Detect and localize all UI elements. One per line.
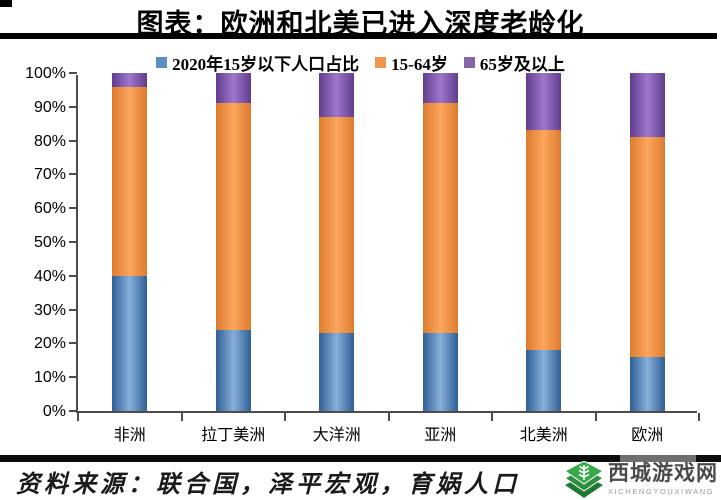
watermark-text: 西城游戏网 XICHENGYOUXIWANG <box>608 462 718 496</box>
y-axis-tick <box>69 105 77 108</box>
legend-label: 2020年15岁以下人口占比 <box>172 55 360 74</box>
bar-北美洲 <box>526 73 562 411</box>
bar-segment <box>319 73 355 117</box>
bar-非洲 <box>112 73 148 411</box>
y-axis-tick <box>69 274 77 277</box>
bar-segment <box>422 103 458 334</box>
legend-swatch-icon <box>463 57 475 68</box>
y-axis-tick <box>69 72 77 74</box>
x-axis-tick <box>594 413 597 421</box>
y-axis-label: 90% <box>33 98 66 116</box>
y-axis-label: 10% <box>33 369 66 387</box>
bar-segment <box>629 356 665 411</box>
x-axis-category-label: 大洋洲 <box>312 427 361 444</box>
bar-segment <box>112 86 148 276</box>
bar-segment <box>629 137 665 357</box>
bar-segment <box>319 116 355 334</box>
x-axis-category-label: 北美洲 <box>519 427 568 444</box>
y-axis-label: 0% <box>42 403 66 420</box>
legend-label: 65岁及以上 <box>479 55 565 74</box>
x-axis-tick <box>387 413 390 421</box>
bar-segment <box>629 73 665 138</box>
legend-swatch-icon <box>375 57 387 68</box>
bar-segment <box>215 103 251 330</box>
y-axis-label: 80% <box>33 132 66 150</box>
watermark: 西城游戏网 XICHENGYOUXIWANG <box>565 461 718 498</box>
x-axis-category-label: 欧洲 <box>631 427 664 444</box>
source-note: 资料来源：联合国，泽平宏观，育娲人口 <box>16 472 520 498</box>
x-axis-tick <box>180 413 183 421</box>
bar-大洋洲 <box>319 73 355 411</box>
legend-item-0: 2020年15岁以下人口占比 <box>156 50 359 75</box>
wheat-ear-icon <box>578 465 590 480</box>
y-axis-label: 50% <box>33 234 66 251</box>
corner-mark <box>0 0 12 7</box>
y-axis-label: 100% <box>25 65 66 82</box>
wheat-diamond-logo <box>565 461 603 498</box>
y-axis-tick <box>69 410 77 412</box>
bar-拉丁美洲 <box>215 73 251 411</box>
legend-item-1: 15-64岁 <box>375 50 448 75</box>
watermark-name: 西城游戏网 <box>608 462 718 486</box>
y-axis-tick <box>69 207 77 210</box>
bar-segment <box>526 350 562 411</box>
y-axis-tick <box>69 241 77 243</box>
bar-segment <box>112 73 148 87</box>
y-axis-label: 60% <box>33 200 66 218</box>
footer-divider <box>0 455 721 462</box>
watermark-latin: XICHENGYOUXIWANG <box>608 486 715 496</box>
legend-swatch-icon <box>156 57 168 68</box>
x-axis-category-label: 拉丁美洲 <box>201 427 266 444</box>
legend-label: 15-64岁 <box>391 55 448 74</box>
bar-欧洲 <box>629 73 665 411</box>
y-axis-label: 20% <box>33 335 66 353</box>
bar-segment <box>215 73 251 104</box>
y-axis-tick <box>69 308 77 311</box>
bar-亚洲 <box>422 73 458 411</box>
legend-item-2: 65岁及以上 <box>463 50 565 75</box>
bar-segment <box>526 73 562 131</box>
y-axis-label: 40% <box>33 267 66 285</box>
chart-legend: 2020年15岁以下人口占比 15-64岁 65岁及以上 <box>0 50 721 75</box>
x-axis-category-label: 非洲 <box>113 427 146 444</box>
x-axis-tick <box>77 413 79 421</box>
x-axis-tick <box>698 413 700 421</box>
y-axis-tick <box>69 173 77 176</box>
y-axis-label: 70% <box>33 166 66 184</box>
x-axis-tick <box>284 413 286 421</box>
bar-segment <box>112 275 148 411</box>
stacked-bar-chart: 0% 10% 20% 30% 40% 50% 60% 70% 80% 90% 100% 非洲 拉丁美洲 大… <box>25 65 700 444</box>
bar-segment <box>422 333 458 411</box>
x-axis-category-label: 亚洲 <box>424 427 457 444</box>
y-axis-tick <box>69 342 77 345</box>
x-axis-tick <box>491 413 493 421</box>
y-axis-tick <box>69 376 77 379</box>
bar-segment <box>526 130 562 351</box>
bar-segment <box>422 73 458 104</box>
bar-segment <box>319 333 355 411</box>
title-divider <box>0 33 717 39</box>
y-axis-label: 30% <box>33 301 66 319</box>
bar-segment <box>215 329 251 411</box>
y-axis-tick <box>69 139 77 142</box>
